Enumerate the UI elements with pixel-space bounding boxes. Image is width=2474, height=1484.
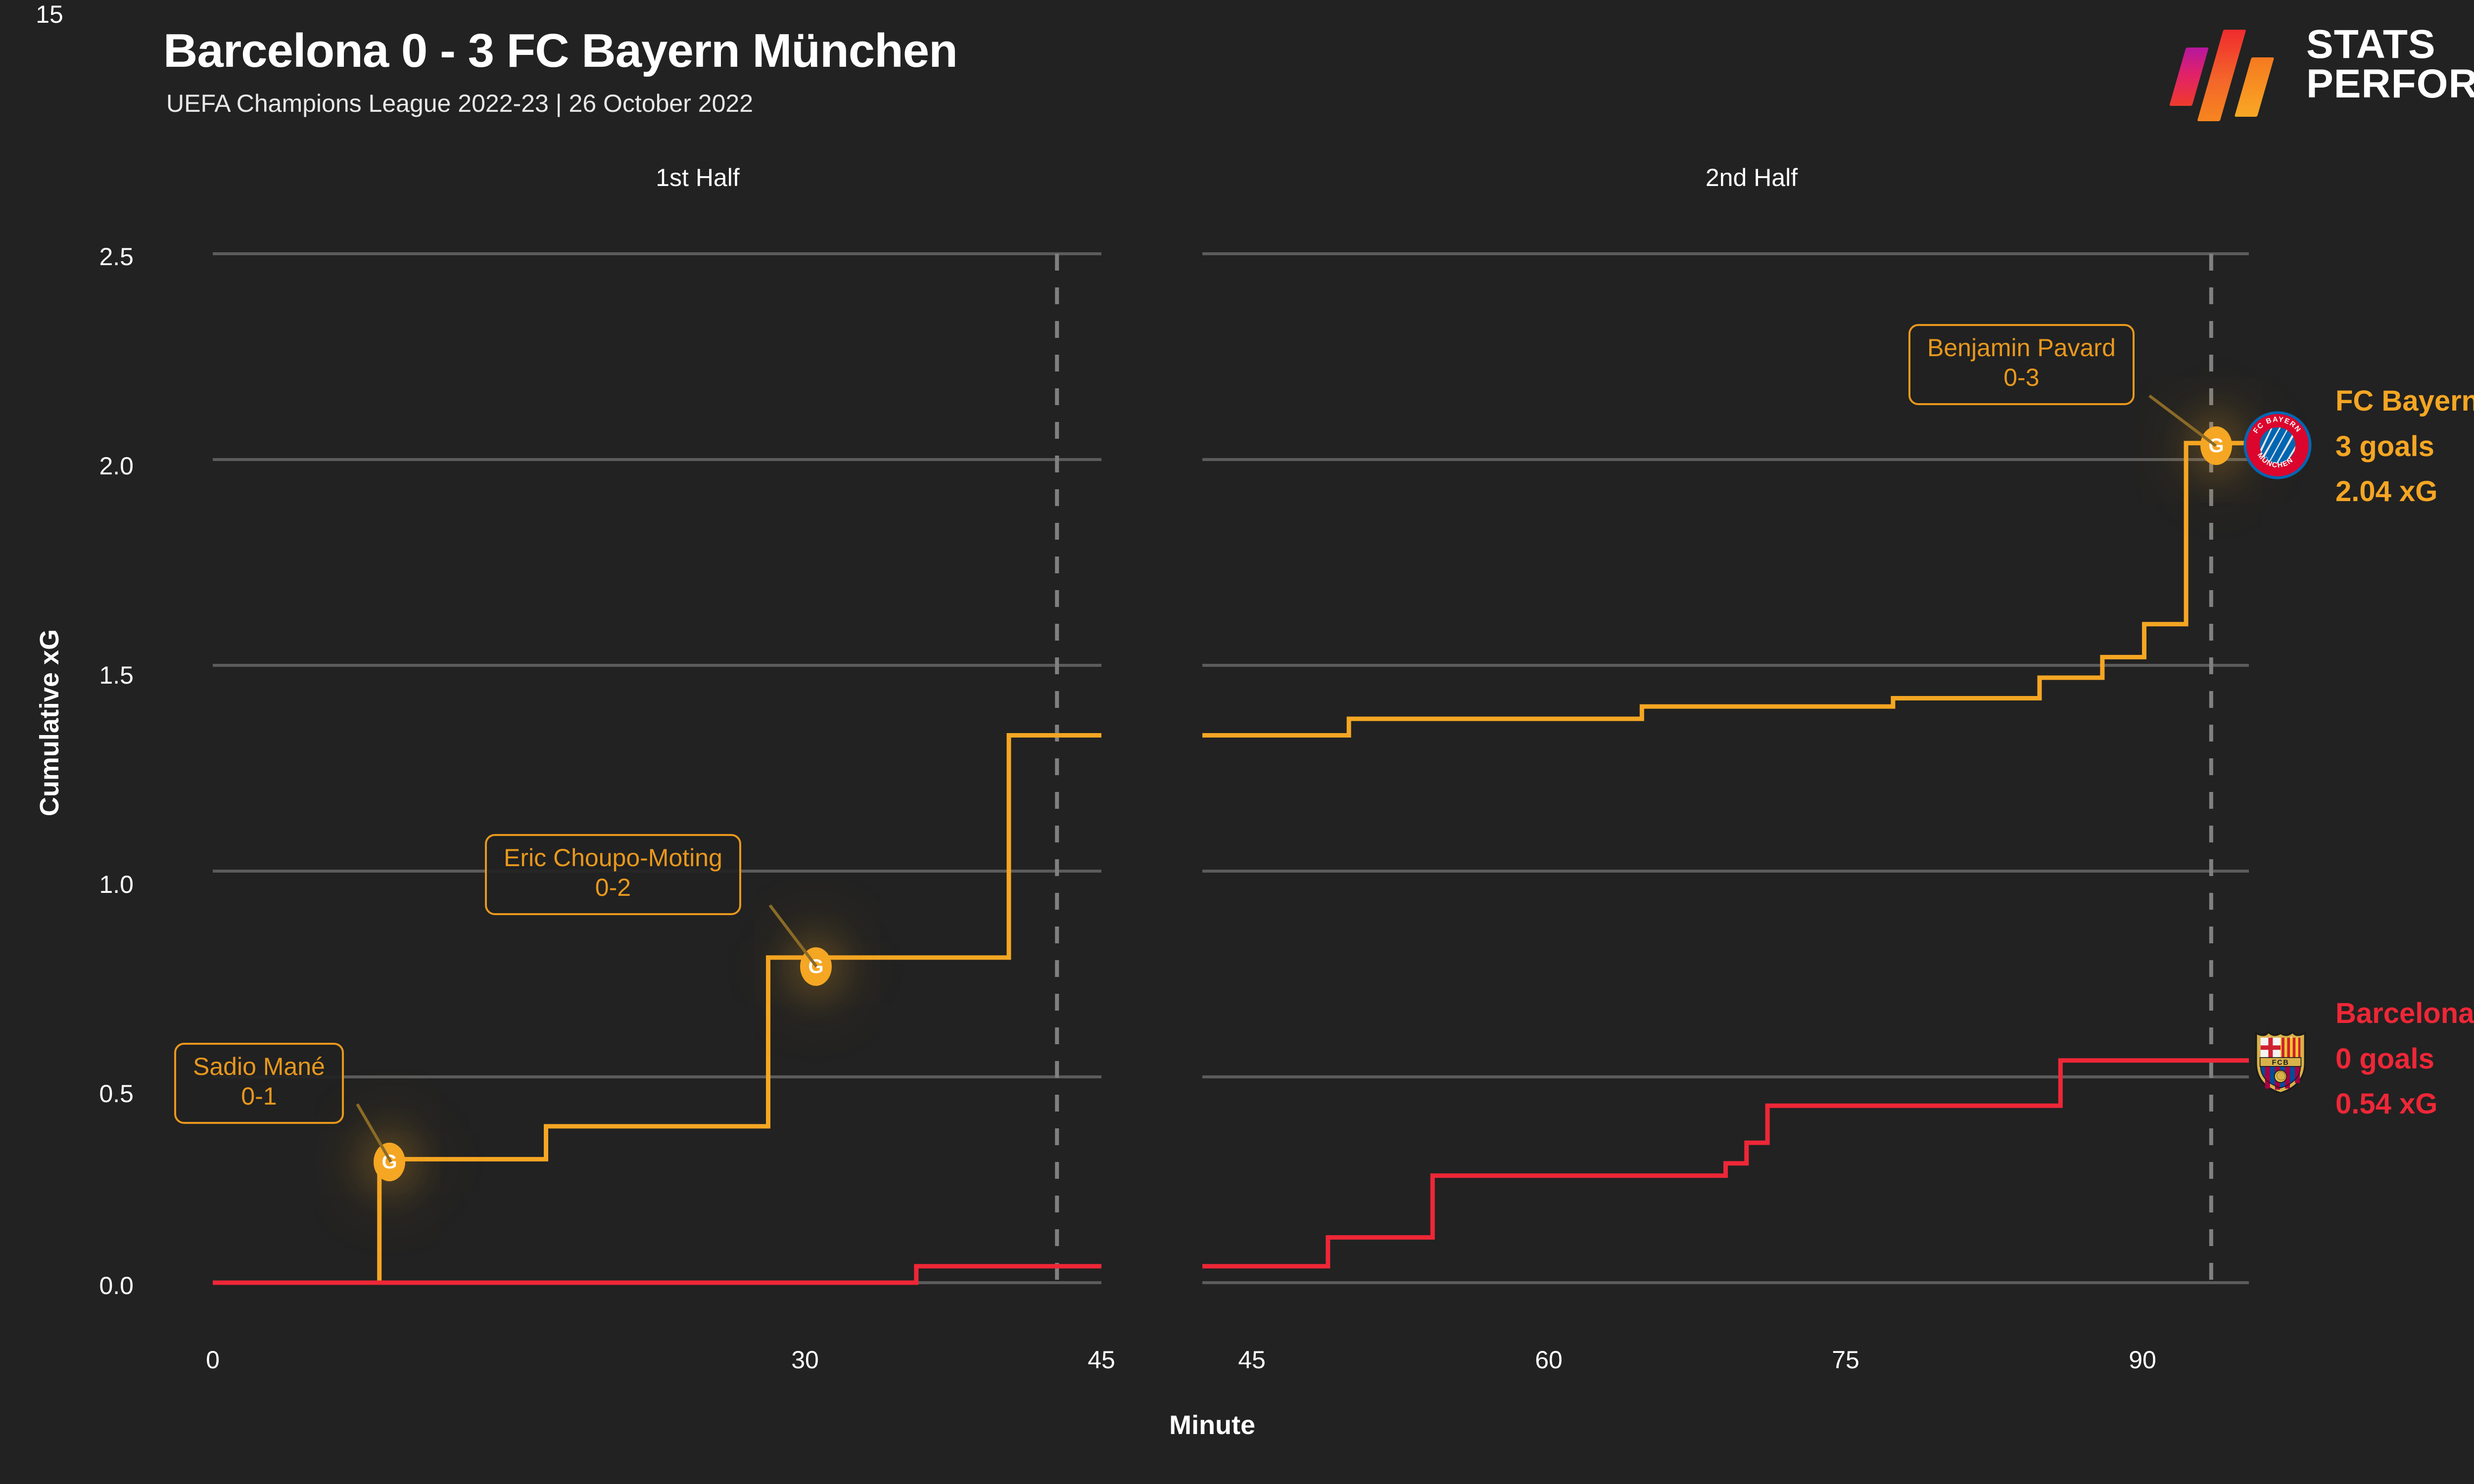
gridlines <box>213 252 2249 1284</box>
y-tick-0-5: 0.5 <box>99 1080 134 1108</box>
goal-marker-choupo-moting[interactable]: G <box>800 947 832 986</box>
y-tick-2-5: 2.5 <box>99 243 134 271</box>
x-tick-h1-15: 15 <box>36 0 63 28</box>
page-title: Barcelona 0 - 3 FC Bayern München <box>163 24 958 77</box>
logo-bars-icon <box>2169 29 2297 121</box>
x-tick-h1-30: 30 <box>791 1346 819 1374</box>
panel-title-first-half: 1st Half <box>656 164 740 191</box>
goal-annotation-pavard: Benjamin Pavard 0-3 <box>1908 324 2135 405</box>
annotation-player-name: Benjamin Pavard <box>1927 334 2116 362</box>
goal-marker-pavard[interactable]: G <box>2200 426 2232 465</box>
legend-barcelona-name: Barcelona <box>2335 997 2474 1029</box>
stats-perform-logo: STATS PERFORM <box>2169 22 2474 121</box>
annotation-score: 0-1 <box>241 1082 277 1110</box>
annotation-player-name: Sadio Mané <box>193 1053 325 1080</box>
goal-annotation-mane: Sadio Mané 0-1 <box>174 1043 344 1124</box>
legend-barcelona-xg: 0.54 xG <box>2335 1088 2438 1120</box>
y-tick-1-5: 1.5 <box>99 661 134 689</box>
logo-line-2: PERFORM <box>2306 61 2474 107</box>
panel-title-second-half: 2nd Half <box>1705 164 1798 191</box>
annotation-player-name: Eric Choupo-Moting <box>504 844 722 872</box>
fc-bayern-crest-icon: FC BAYERN MÜNCHEN <box>2243 411 2312 479</box>
fc-barcelona-crest-icon: FCB <box>2255 1030 2306 1094</box>
x-tick-h1-0: 0 <box>206 1346 220 1374</box>
y-axis-label: Cumulative xG <box>35 629 64 817</box>
legend-barcelona: Barcelona 0 goals 0.54 xG <box>2335 991 2474 1127</box>
page-subtitle: UEFA Champions League 2022-23 | 26 Octob… <box>166 90 754 117</box>
x-tick-h1-45: 45 <box>1088 1346 1115 1374</box>
x-tick-h2-90: 90 <box>2129 1346 2156 1374</box>
halftime-dashed-lines <box>1055 254 2213 1288</box>
x-tick-h2-75: 75 <box>1832 1346 1859 1374</box>
y-tick-0-0: 0.0 <box>99 1272 134 1299</box>
annotation-score: 0-2 <box>595 874 631 901</box>
legend-bayern-goals: 3 goals <box>2335 430 2434 463</box>
x-tick-h2-45: 45 <box>1238 1346 1266 1374</box>
legend-barcelona-goals: 0 goals <box>2335 1042 2434 1075</box>
logo-wordmark: STATS PERFORM <box>2306 22 2474 107</box>
x-axis-label: Minute <box>1169 1410 1255 1440</box>
legend-fc-bayern: FC Bayern 3 goals 2.04 xG <box>2335 378 2474 514</box>
legend-bayern-name: FC Bayern <box>2335 385 2474 417</box>
logo-line-1: STATS <box>2306 22 2436 67</box>
svg-text:FCB: FCB <box>2272 1059 2289 1067</box>
y-tick-2-0: 2.0 <box>99 452 134 480</box>
header: Barcelona 0 - 3 FC Bayern München UEFA C… <box>0 0 2474 148</box>
x-tick-h2-60: 60 <box>1535 1346 1563 1374</box>
annotation-score: 0-3 <box>2003 364 2040 391</box>
goal-annotation-choupo-moting: Eric Choupo-Moting 0-2 <box>485 834 741 915</box>
y-tick-1-0: 1.0 <box>99 871 134 898</box>
legend-bayern-xg: 2.04 xG <box>2335 475 2438 508</box>
goal-marker-mane[interactable]: G <box>374 1143 405 1181</box>
